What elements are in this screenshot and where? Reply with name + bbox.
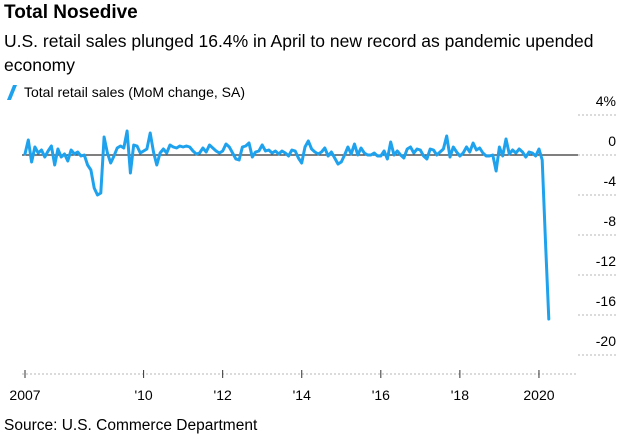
y-tick-label: -16 [596, 293, 616, 309]
x-tick-label: '18 [451, 387, 469, 403]
axis-layer: 4% 0 -4 -8 -12 -16 -20 2007 '10 '12 '14 '16 '18 2020 [9, 93, 616, 403]
x-tick-label: '14 [293, 387, 311, 403]
x-tick-label: '12 [214, 387, 232, 403]
y-tick-label: -4 [604, 173, 617, 189]
y-tick-label: 4% [596, 93, 616, 109]
source-note: Source: U.S. Commerce Department [4, 417, 258, 434]
series-layer [23, 129, 551, 321]
y-tick-label: 0 [608, 133, 616, 149]
x-tick-label: '16 [372, 387, 390, 403]
x-tick-label: 2007 [9, 387, 40, 403]
series-line [23, 129, 551, 321]
legend-label: Total retail sales (MoM change, SA) [24, 84, 245, 100]
x-tick-label: 2020 [523, 387, 554, 403]
y-tick-label: -12 [596, 253, 616, 269]
chart-title: Total Nosedive [4, 2, 138, 23]
y-tick-label: -8 [604, 213, 617, 229]
y-tick-label: -20 [596, 333, 616, 349]
legend: Total retail sales (MoM change, SA) [4, 84, 245, 100]
x-tick-label: '10 [134, 387, 152, 403]
chart-subtitle: U.S. retail sales plunged 16.4% in April… [4, 31, 594, 75]
